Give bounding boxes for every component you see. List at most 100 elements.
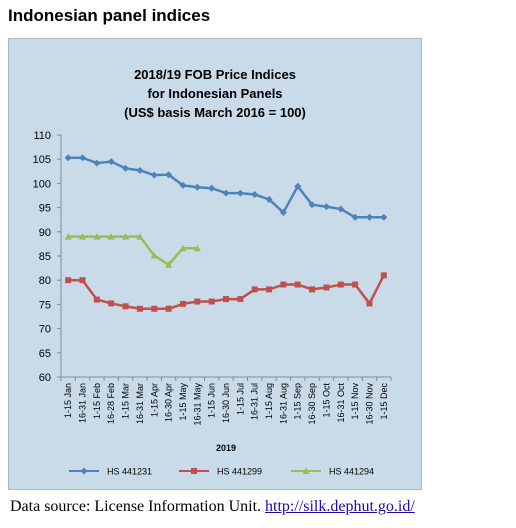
y-tick-label: 65 <box>39 348 51 360</box>
data-point-hs-441231 <box>150 171 158 179</box>
data-point-hs-441299 <box>323 284 330 291</box>
chart-title-line: (US$ basis March 2016 = 100) <box>124 105 306 120</box>
x-tick-label: 1-15 Jan <box>63 383 73 418</box>
data-point-hs-441231 <box>64 154 72 162</box>
data-point-hs-441299 <box>251 286 258 293</box>
data-point-hs-441231 <box>236 189 244 197</box>
data-point-hs-441299 <box>266 286 273 293</box>
data-point-hs-441294 <box>179 244 187 252</box>
data-point-hs-441294 <box>165 261 173 268</box>
series-line-hs-441231 <box>68 156 384 219</box>
data-point-hs-441294 <box>193 244 201 252</box>
data-point-hs-441299 <box>309 286 316 293</box>
data-point-hs-441299 <box>122 303 129 310</box>
legend-marker-hs-441231 <box>80 467 88 475</box>
data-point-hs-441231 <box>122 164 130 172</box>
data-source-link[interactable]: http://silk.dephut.go.id/ <box>265 498 415 515</box>
x-tick-label: 16-30 Apr <box>164 383 174 422</box>
chart-panel: 2018/19 FOB Price Indices for Indonesian … <box>8 38 422 490</box>
data-point-hs-441231 <box>179 181 187 189</box>
data-point-hs-441294 <box>79 233 87 240</box>
data-point-hs-441299 <box>380 272 387 279</box>
data-point-hs-441231 <box>208 184 216 192</box>
y-tick-label: 60 <box>39 372 51 384</box>
data-point-hs-441231 <box>279 208 287 216</box>
x-tick-label: 1-15 Nov <box>350 383 360 420</box>
x-tick-label: 16-31 Mar <box>135 383 145 424</box>
data-point-hs-441299 <box>151 305 158 312</box>
y-tick-label: 80 <box>39 275 51 287</box>
data-point-hs-441299 <box>223 296 229 303</box>
x-tick-label: 16-31 Aug <box>278 383 288 424</box>
x-tick-label: 1-15 Apr <box>149 383 159 417</box>
x-tick-label: 16-31 Oct <box>336 383 346 423</box>
x-tick-label: 1-15 Aug <box>264 383 274 419</box>
legend-label-hs-441299: HS 441299 <box>217 467 262 477</box>
chart-title-line: 2018/19 FOB Price Indices <box>134 67 296 82</box>
data-point-hs-441231 <box>380 213 388 221</box>
data-point-hs-441294 <box>136 233 144 240</box>
x-tick-label: 16-30 Sep <box>307 383 317 425</box>
legend-label-hs-441294: HS 441294 <box>329 467 374 477</box>
x-tick-label: 16-30 Nov <box>364 383 374 425</box>
legend-label-hs-441231: HS 441231 <box>107 467 152 477</box>
data-point-hs-441299 <box>79 277 86 284</box>
chart-title-line: for Indonesian Panels <box>147 86 282 101</box>
data-point-hs-441299 <box>194 298 201 305</box>
data-point-hs-441299 <box>337 281 344 288</box>
data-point-hs-441299 <box>366 300 373 307</box>
data-point-hs-441294 <box>107 233 115 240</box>
data-point-hs-441231 <box>308 201 316 209</box>
data-point-hs-441231 <box>351 213 359 221</box>
data-point-hs-441294 <box>93 233 101 240</box>
x-tick-label: 1-15 Jul <box>235 383 245 415</box>
data-point-hs-441231 <box>165 171 173 179</box>
data-point-hs-441299 <box>237 296 244 303</box>
x-axis-title: 2019 <box>216 443 236 453</box>
data-point-hs-441299 <box>208 298 215 305</box>
data-point-hs-441231 <box>265 195 273 203</box>
data-point-hs-441299 <box>65 277 72 284</box>
data-point-hs-441231 <box>251 191 259 199</box>
data-point-hs-441294 <box>150 252 158 259</box>
data-point-hs-441299 <box>352 281 359 288</box>
data-point-hs-441231 <box>193 183 201 191</box>
data-source-note: Data source: License Information Unit. h… <box>10 498 415 516</box>
x-tick-label: 16-30 Jun <box>221 383 231 423</box>
y-tick-label: 95 <box>39 203 51 215</box>
data-point-hs-441299 <box>108 300 115 307</box>
y-tick-label: 110 <box>33 130 51 142</box>
y-tick-label: 90 <box>39 227 51 239</box>
data-point-hs-441231 <box>136 166 144 174</box>
x-tick-label: 1-15 Sep <box>293 383 303 420</box>
y-tick-label: 100 <box>33 178 51 190</box>
data-point-hs-441294 <box>64 233 72 240</box>
x-tick-label: 1-15 Jun <box>207 383 217 418</box>
data-point-hs-441294 <box>122 233 130 240</box>
data-point-hs-441299 <box>280 281 287 288</box>
series-line-hs-441299 <box>68 274 385 311</box>
x-tick-label: 1-15 Dec <box>379 383 389 420</box>
x-tick-label: 1-15 Mar <box>121 383 131 419</box>
data-point-hs-441231 <box>337 205 345 213</box>
y-tick-label: 105 <box>33 154 51 166</box>
data-point-hs-441299 <box>93 296 100 303</box>
data-point-hs-441299 <box>179 300 186 307</box>
data-point-hs-441299 <box>165 305 172 312</box>
legend-marker-hs-441294 <box>302 467 310 474</box>
data-source-text: Data source: License Information Unit. <box>10 498 262 515</box>
data-point-hs-441299 <box>294 281 301 288</box>
page-heading: Indonesian panel indices <box>8 6 211 25</box>
x-tick-label: 16-31 Jul <box>250 383 260 420</box>
y-tick-label: 75 <box>39 299 51 311</box>
x-tick-label: 1-15 May <box>178 383 188 421</box>
data-point-hs-441231 <box>222 189 230 197</box>
series-line-hs-441294 <box>68 235 198 266</box>
data-point-hs-441231 <box>79 154 87 162</box>
data-point-hs-441299 <box>136 305 143 312</box>
x-tick-label: 1-15 Oct <box>321 383 331 418</box>
data-point-hs-441231 <box>93 159 101 167</box>
x-tick-label: 16-31 May <box>192 383 202 426</box>
data-point-hs-441231 <box>107 158 115 166</box>
legend-marker-hs-441299 <box>191 468 197 474</box>
